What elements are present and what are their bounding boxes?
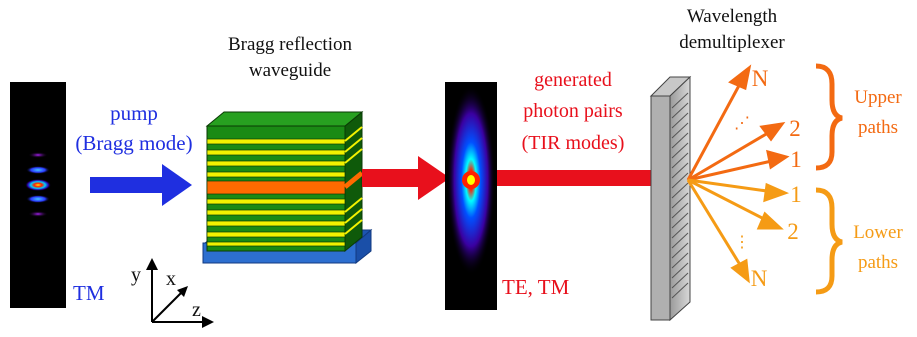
waveguide-title-line2: waveguide bbox=[249, 60, 331, 81]
te-tm-label: TE, TM bbox=[502, 275, 570, 299]
tir-modes-label: (TIR modes) bbox=[522, 132, 625, 154]
pump-label: pump bbox=[110, 101, 158, 125]
lower-paths-label-line2: paths bbox=[858, 252, 898, 273]
lower-output-n: N bbox=[751, 266, 768, 291]
lower-paths-label: Lower bbox=[853, 222, 903, 243]
upper-paths-label: Upper bbox=[854, 87, 902, 108]
upper-ellipsis: ⋰ bbox=[734, 115, 750, 132]
generated-arrow bbox=[362, 156, 450, 200]
pump-arrow bbox=[90, 164, 192, 206]
demux-title-line2: demultiplexer bbox=[679, 32, 785, 53]
upper-path-arrows bbox=[686, 64, 790, 182]
pump-mode-label: (Bragg mode) bbox=[75, 131, 192, 155]
upper-output-2: 2 bbox=[789, 116, 801, 141]
bragg-waveguide bbox=[202, 110, 373, 265]
generated-beam bbox=[497, 170, 657, 186]
axis-y-label: y bbox=[131, 264, 141, 286]
lower-output-1: 1 bbox=[790, 182, 802, 207]
waveguide-title: Bragg reflection bbox=[228, 34, 352, 55]
upper-output-n: N bbox=[752, 66, 769, 91]
coordinate-axes bbox=[146, 258, 214, 328]
tm-mode-profile bbox=[10, 82, 66, 308]
lower-path-arrows bbox=[686, 178, 790, 284]
te-tm-mode-profile bbox=[445, 82, 497, 310]
lower-output-2: 2 bbox=[787, 219, 799, 244]
axis-x-label: x bbox=[166, 268, 176, 290]
generated-label: generated bbox=[534, 69, 612, 91]
demux-title: Wavelength bbox=[687, 6, 778, 27]
photon-pairs-label: photon pairs bbox=[523, 100, 623, 122]
axis-z-label: z bbox=[192, 299, 201, 321]
lower-brace bbox=[815, 187, 843, 295]
upper-paths-label-line2: paths bbox=[858, 117, 898, 138]
tm-label: TM bbox=[73, 281, 105, 305]
upper-output-1: 1 bbox=[790, 147, 802, 172]
lower-ellipsis: ⋮ bbox=[734, 234, 750, 251]
upper-brace bbox=[815, 63, 843, 171]
demux-grating bbox=[649, 75, 692, 322]
